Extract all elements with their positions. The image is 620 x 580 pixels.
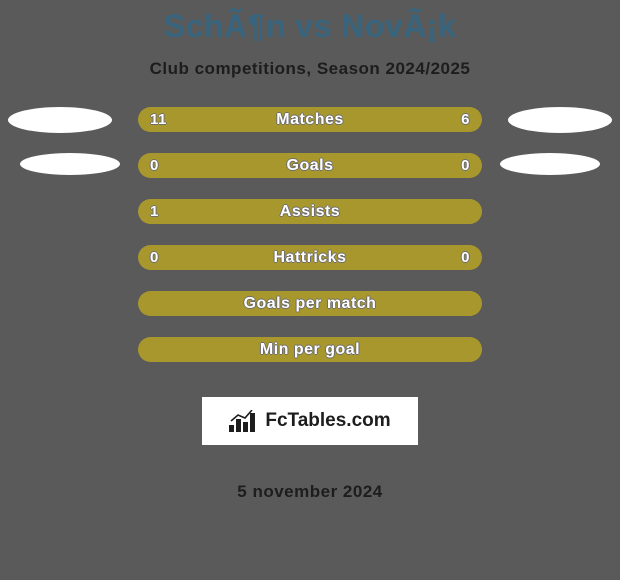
stat-label: Hattricks xyxy=(274,249,347,267)
stat-label: Goals xyxy=(287,157,334,175)
stat-value-left: 1 xyxy=(150,203,159,220)
stat-value-left: 11 xyxy=(150,111,167,128)
stat-bar-goals: Goals 0 0 xyxy=(138,153,482,178)
chart-area: Matches116Goals00Assists1Hattricks00Goal… xyxy=(0,107,620,502)
stat-label: Assists xyxy=(280,203,340,221)
player-left-avatar-2 xyxy=(20,153,120,175)
stat-bar-hattricks: Hattricks 0 0 xyxy=(138,245,482,270)
stat-label: Goals per match xyxy=(244,295,377,313)
stat-bar-min-per-goal: Min per goal xyxy=(138,337,482,362)
stat-label: Min per goal xyxy=(260,341,360,359)
page-subtitle: Club competitions, Season 2024/2025 xyxy=(150,59,471,79)
stat-bar-assists: Assists 1 xyxy=(138,199,482,224)
date-text: 5 november 2024 xyxy=(237,482,382,502)
stat-bar-matches: Matches 11 6 xyxy=(138,107,482,132)
logo-bars-icon xyxy=(229,410,259,432)
player-right-avatar-2 xyxy=(500,153,600,175)
stat-value-right: 0 xyxy=(461,249,470,266)
logo-box: FcTables.com xyxy=(202,397,418,445)
stat-value-right: 0 xyxy=(461,157,470,174)
stat-value-right: 6 xyxy=(461,111,470,128)
comparison-infographic: SchÃ¶n vs NovÃ¡k Club competitions, Seas… xyxy=(0,0,620,580)
player-left-avatar-1 xyxy=(8,107,112,133)
page-title: SchÃ¶n vs NovÃ¡k xyxy=(164,8,457,45)
stat-value-left: 0 xyxy=(150,249,159,266)
stat-value-left: 0 xyxy=(150,157,159,174)
stat-label: Matches xyxy=(276,111,344,129)
player-right-avatar-1 xyxy=(508,107,612,133)
logo-text: FcTables.com xyxy=(265,410,390,432)
stat-bar-goals-per-match: Goals per match xyxy=(138,291,482,316)
